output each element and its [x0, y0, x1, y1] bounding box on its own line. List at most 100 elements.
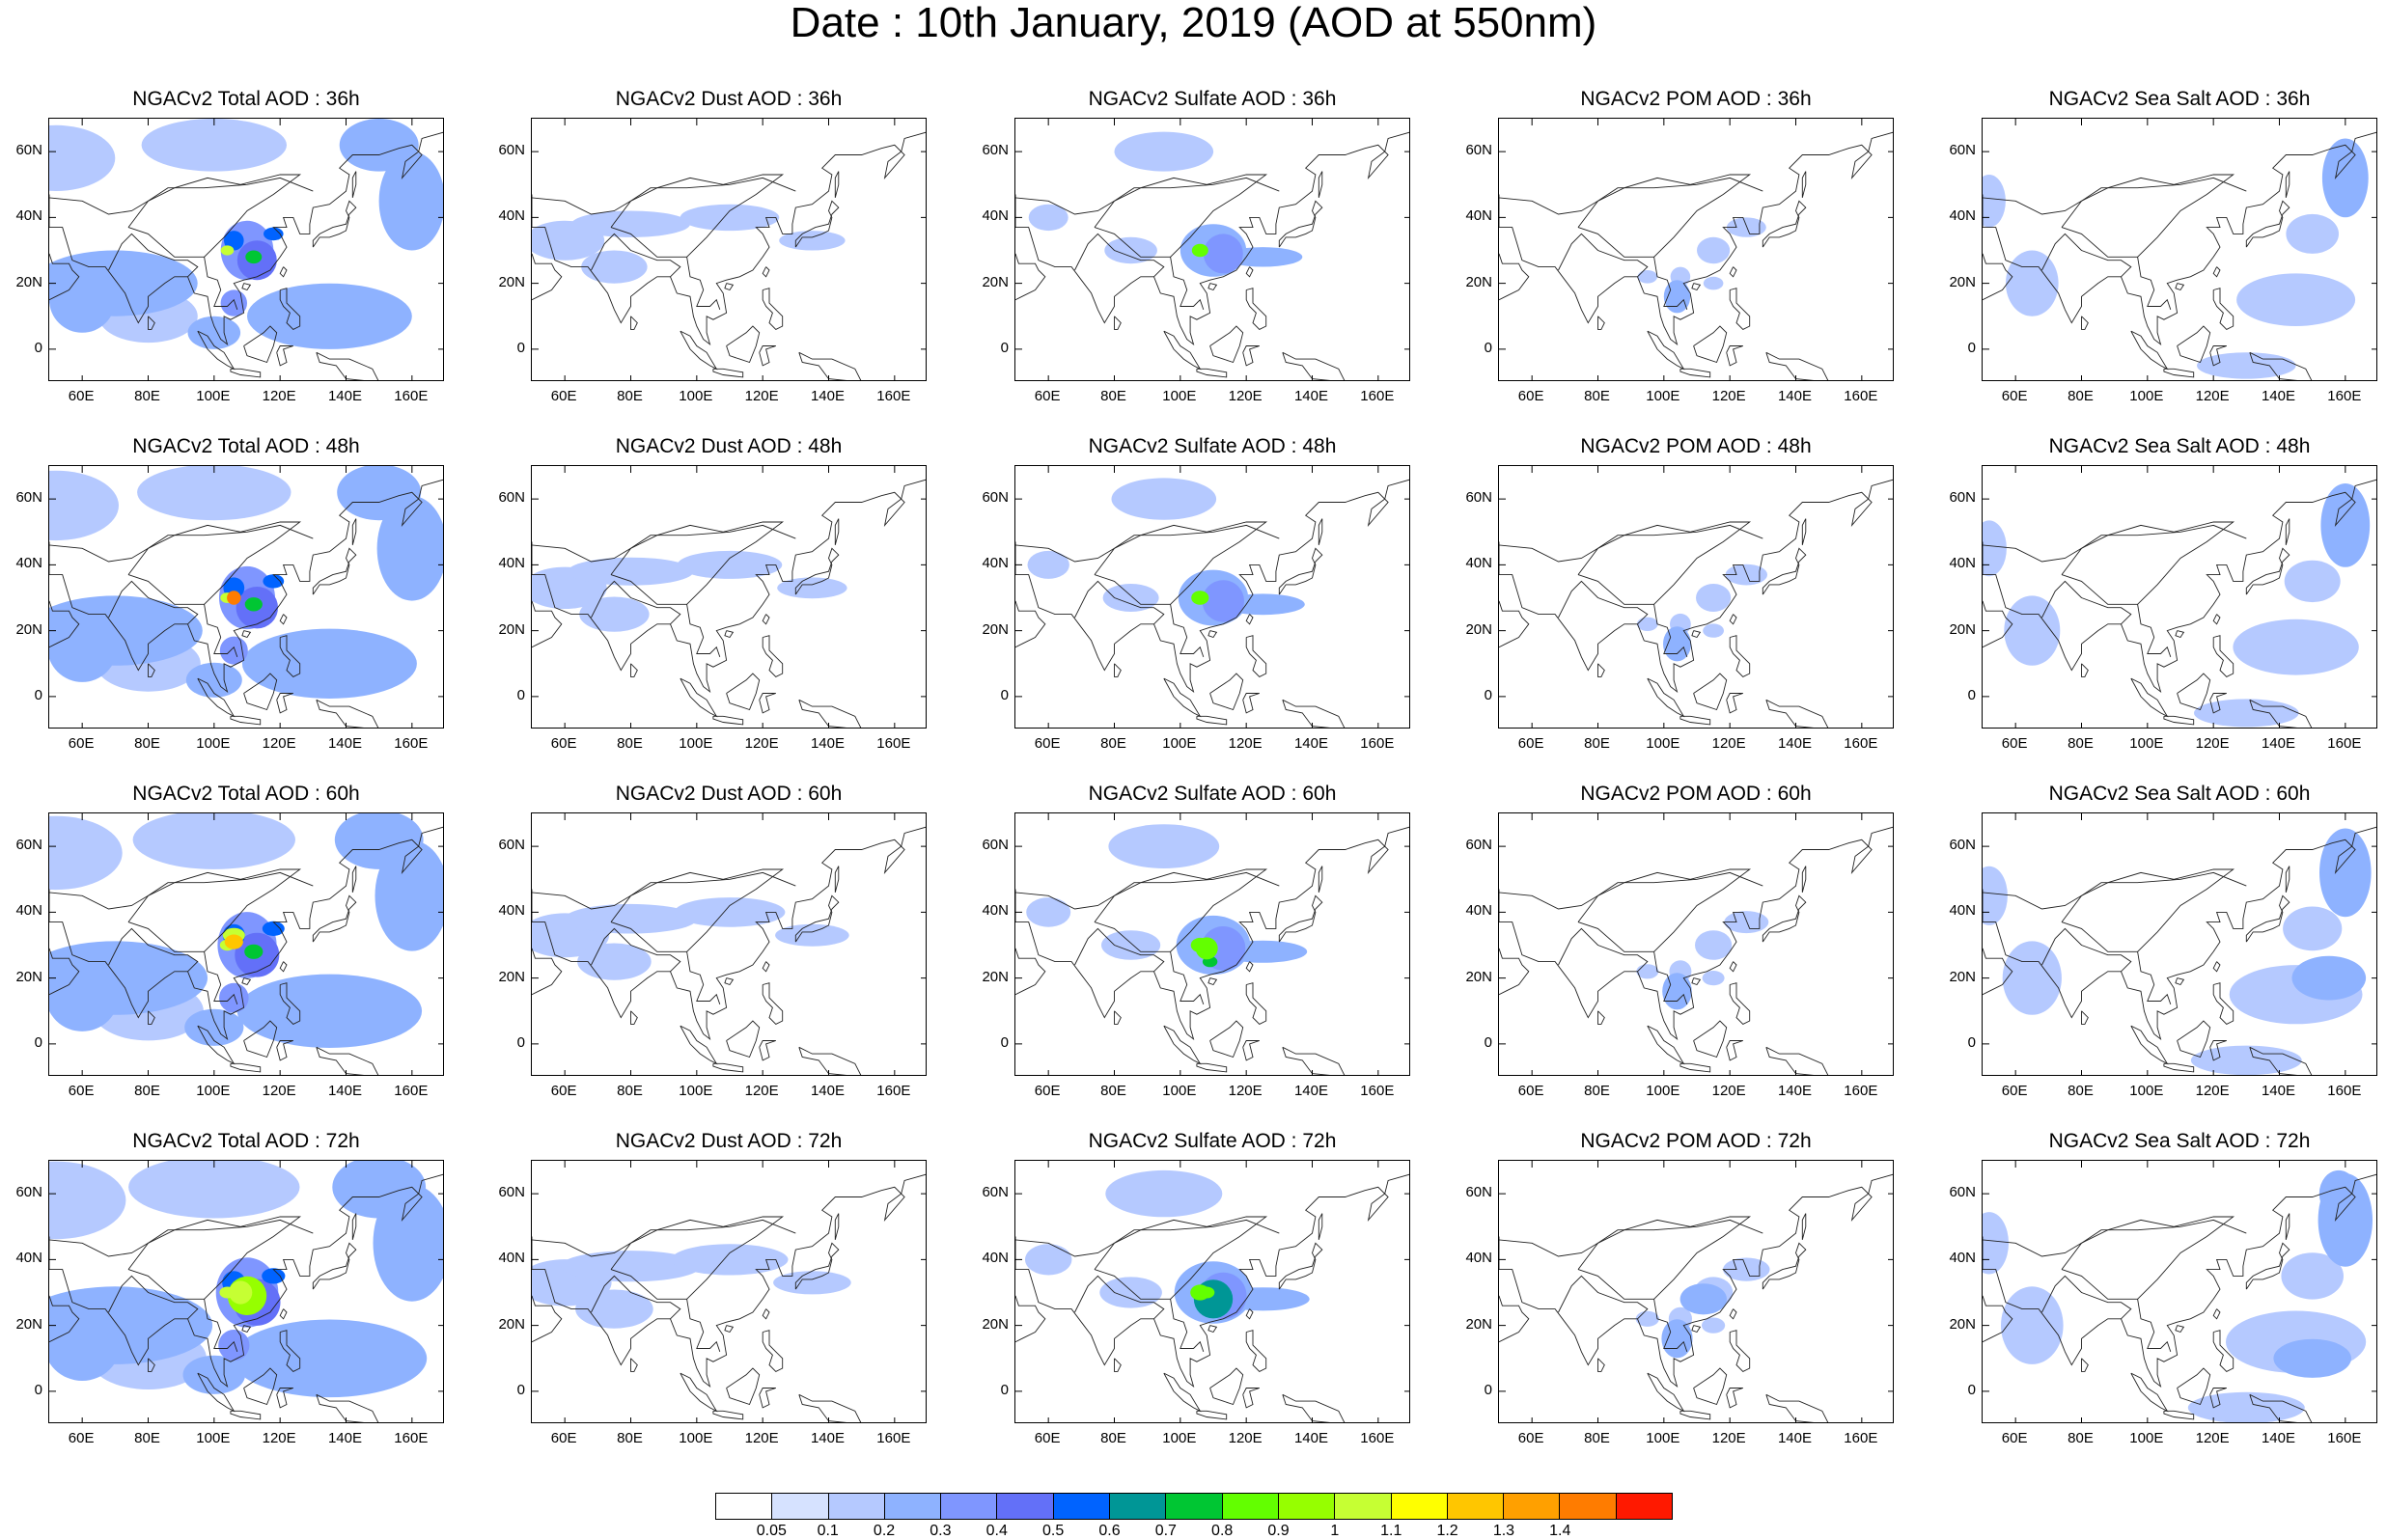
coastline: [2212, 982, 2234, 1025]
coastline: [2177, 673, 2211, 711]
aod-patch: [1028, 204, 1069, 232]
coastline: [1762, 1242, 1807, 1290]
map-panel-seasalt-48h: NGACv2 Sea Salt AOD : 48h 60N 40N 20N 0 60E 80…: [1933, 434, 2377, 782]
aod-patch: [232, 1319, 428, 1398]
aod-patch: [775, 923, 849, 947]
coastline: [1207, 283, 1218, 291]
lon-tick-label: 100E: [1646, 735, 1680, 752]
coastline: [279, 288, 301, 330]
lat-tick-label: 60N: [982, 142, 1009, 159]
coastline: [2061, 521, 2235, 605]
coastline: [1499, 177, 1763, 215]
panel-title: NGACv2 Sulfate AOD : 60h: [1088, 783, 1337, 805]
coastline: [759, 693, 776, 714]
coastline: [49, 524, 314, 563]
coastline: [726, 1020, 761, 1059]
lat-tick-label: 0: [34, 339, 42, 356]
lon-tick-label: 60E: [2001, 735, 2028, 752]
coastline: [241, 977, 252, 986]
coastline: [1729, 635, 1751, 677]
map-frame: [1982, 118, 2377, 381]
lon-tick-label: 80E: [617, 1430, 643, 1446]
aod-patch: [2284, 560, 2341, 603]
coastline: [1163, 677, 1202, 718]
aod-map: [1499, 813, 1893, 1075]
lat-tick-label: 20N: [1465, 273, 1492, 290]
coastline: [1983, 600, 2013, 648]
map-frame: [1498, 118, 1894, 381]
lon-tick-label: 120E: [744, 388, 779, 404]
lat-tick-label: 40N: [1949, 1250, 1976, 1267]
coastline: [204, 1299, 238, 1353]
lon-tick-label: 120E: [1228, 1083, 1263, 1099]
aod-map: [1983, 466, 2376, 728]
coastline: [1499, 524, 1763, 563]
lat-tick-label: 20N: [498, 1315, 525, 1333]
aod-patch: [2321, 138, 2369, 218]
coastline: [1653, 604, 1688, 658]
coastline: [630, 663, 638, 677]
coastline: [1114, 1010, 1122, 1025]
coastline: [1196, 1062, 1228, 1073]
coastline: [680, 677, 718, 718]
coastline: [630, 1010, 638, 1025]
coastline: [2212, 1308, 2221, 1320]
coastline: [1558, 580, 1649, 625]
panel-title: NGACv2 POM AOD : 72h: [1580, 1130, 1812, 1152]
coastline: [2285, 866, 2290, 894]
coastline: [712, 368, 744, 378]
lat-tick-label: 60N: [15, 142, 42, 159]
colorbar-label: 0.8: [1211, 1523, 1234, 1539]
aod-patch: [2283, 906, 2343, 951]
colorbar-label: 0.2: [873, 1523, 896, 1539]
lat-tick-label: 40N: [498, 1250, 525, 1267]
aod-patch: [241, 628, 417, 699]
coastline: [1094, 174, 1268, 258]
coastline: [712, 1410, 744, 1420]
colorbar-label: 0.1: [817, 1523, 839, 1539]
coastline: [49, 177, 314, 215]
coastline: [1015, 524, 1280, 563]
lat-tick-label: 20N: [498, 620, 525, 638]
lon-tick-label: 140E: [1777, 1430, 1813, 1446]
lat-tick-label: 60N: [982, 1184, 1009, 1201]
aod-patch: [1195, 937, 1218, 960]
coastline: [1015, 177, 1280, 215]
coastline: [1245, 635, 1267, 677]
coastline: [1499, 826, 1893, 1040]
coastline: [127, 1216, 302, 1300]
coastline: [49, 1173, 443, 1388]
lat-tick-label: 40N: [15, 1250, 42, 1267]
coastline: [1318, 171, 1323, 199]
colorbar-label: 0.05: [756, 1523, 787, 1539]
lon-tick-label: 80E: [1100, 1430, 1126, 1446]
coastline: [1729, 982, 1751, 1025]
coastline: [762, 1330, 784, 1372]
aod-patch: [184, 1008, 244, 1046]
coastline: [1691, 283, 1702, 291]
coastline: [49, 600, 80, 648]
colorbar-box: [997, 1494, 1054, 1519]
aod-patch: [1679, 1283, 1727, 1315]
coastline: [1726, 693, 1743, 714]
lon-tick-label: 140E: [327, 735, 363, 752]
coastline: [726, 325, 761, 364]
coastline: [1074, 233, 1165, 278]
aod-map: [1983, 1161, 2376, 1422]
coastline: [241, 1325, 252, 1334]
coastline: [2209, 345, 2227, 367]
lon-tick-label: 140E: [1293, 735, 1329, 752]
coastline: [532, 600, 563, 648]
coastline: [1499, 1219, 1763, 1257]
coastline: [1499, 131, 1893, 345]
lon-tick-label: 60E: [68, 1430, 95, 1446]
lon-tick-label: 140E: [1777, 388, 1813, 404]
coastline: [1245, 1330, 1267, 1372]
coastline: [532, 948, 563, 996]
coastline: [712, 715, 744, 726]
coastline: [1278, 1242, 1323, 1290]
lon-tick-label: 60E: [68, 735, 95, 752]
coastline: [1318, 518, 1323, 546]
colorbar-label: 0.9: [1267, 1523, 1290, 1539]
map-panel-dust-36h: NGACv2 Dust AOD : 36h 60N 40N 20N 0 60E 80E 100…: [483, 87, 927, 434]
